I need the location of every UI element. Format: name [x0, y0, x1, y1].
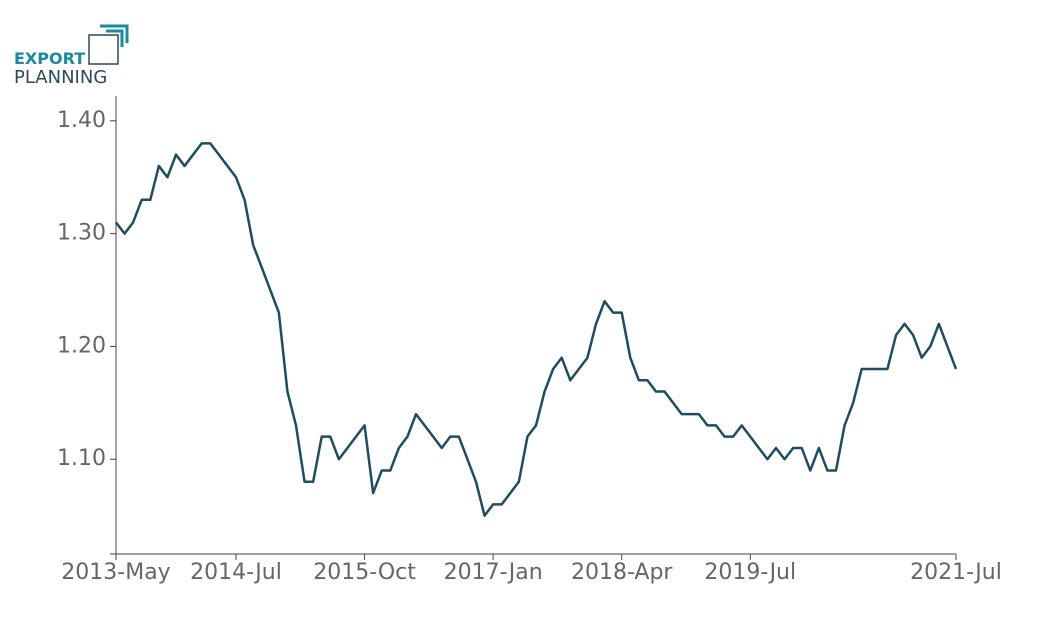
x-tick-label: 2019-Jul	[704, 560, 796, 585]
x-tick-label: 2018-Apr	[571, 560, 673, 585]
logo-square	[88, 34, 119, 65]
x-tick-label: 2014-Jul	[190, 560, 282, 585]
y-tick-label: 1.40	[57, 108, 106, 133]
x-tick-label: 2017-Jan	[444, 560, 543, 585]
logo-corner	[106, 29, 124, 47]
y-tick-label: 1.10	[57, 446, 106, 471]
logo-text: EXPORT	[14, 49, 85, 68]
y-tick-label: 1.20	[57, 333, 106, 358]
x-tick-label: 2021-Jul	[910, 560, 1002, 585]
x-tick-label: 2015-Oct	[313, 560, 416, 585]
logo-text: PLANNING	[14, 67, 107, 88]
line-series	[115, 142, 958, 517]
y-tick-label: 1.30	[57, 221, 106, 246]
logo: EXPORT PLANNING	[14, 24, 129, 88]
x-tick-label: 2013-May	[61, 560, 170, 585]
logo-corner	[100, 24, 129, 43]
